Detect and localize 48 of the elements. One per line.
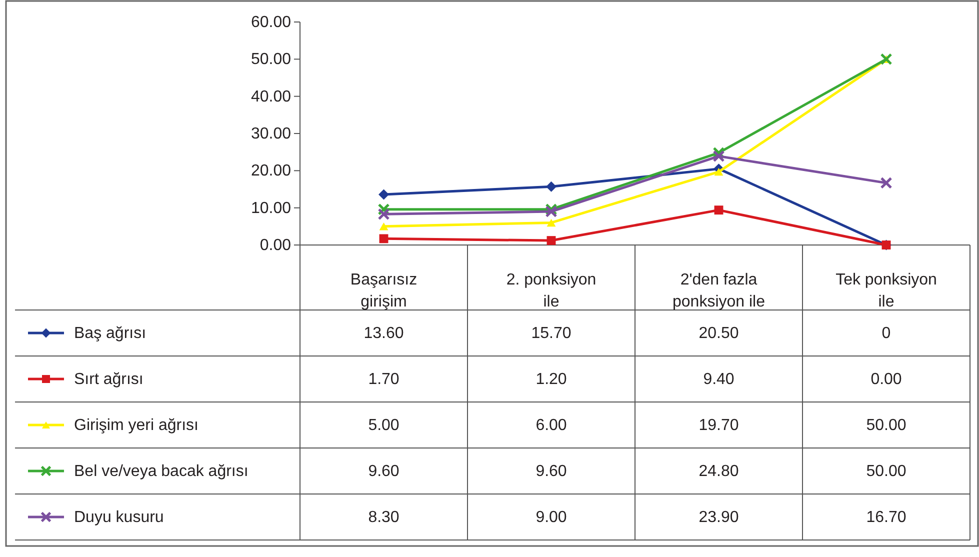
data-label: 0 bbox=[882, 325, 891, 342]
data-label: 23.90 bbox=[698, 509, 739, 526]
y-tick-label: 50.00 bbox=[250, 51, 292, 68]
y-tick-label: 20.00 bbox=[250, 162, 292, 180]
legend-label: Bel ve/veya bacak ağrısı bbox=[74, 463, 248, 480]
data-label: 15.70 bbox=[531, 325, 572, 342]
y-tick-label: 30.00 bbox=[250, 126, 292, 142]
legend-label: Duyu kusuru bbox=[74, 509, 164, 526]
data-label: 0.00 bbox=[870, 371, 902, 388]
x-tick-label: 2. ponksiyon ile bbox=[506, 272, 596, 310]
point bbox=[545, 206, 558, 218]
point bbox=[714, 168, 724, 176]
point bbox=[546, 218, 556, 227]
legend-label: Girişim yeri ağrısı bbox=[74, 417, 198, 434]
y-tick-label: 10.00 bbox=[250, 200, 292, 217]
data-label: 24.80 bbox=[698, 463, 739, 480]
data-label: 50.00 bbox=[866, 417, 906, 434]
point bbox=[712, 150, 725, 162]
x-tick-label: 2'den fazla ponksiyon ile bbox=[672, 272, 766, 310]
data-label: 9.40 bbox=[703, 371, 734, 388]
data-label: 8.30 bbox=[368, 509, 400, 526]
legend-label: Sırt ağrısı bbox=[74, 371, 144, 388]
point bbox=[546, 181, 556, 192]
point bbox=[714, 206, 724, 215]
data-label: 20.50 bbox=[698, 325, 739, 342]
y-tick-label: 60.00 bbox=[250, 14, 292, 31]
point bbox=[379, 222, 388, 230]
data-label: 50.00 bbox=[866, 463, 906, 480]
x-tick-label: Tek ponksiyon ile bbox=[836, 272, 937, 310]
point bbox=[546, 236, 556, 246]
data-label: 6.00 bbox=[536, 417, 567, 434]
data-label: 1.20 bbox=[536, 371, 567, 388]
data-label: 1.70 bbox=[368, 371, 400, 388]
point bbox=[378, 189, 389, 200]
y-tick-label: 0.00 bbox=[260, 237, 292, 254]
data-label: 19.70 bbox=[698, 417, 739, 434]
point bbox=[880, 176, 892, 189]
data-label: 5.00 bbox=[368, 417, 400, 434]
legend-label: Baş ağrısı bbox=[74, 325, 146, 342]
data-label: 9.00 bbox=[536, 509, 567, 526]
data-label: 13.60 bbox=[364, 325, 404, 342]
x-tick-label: Başarısız girişim bbox=[350, 272, 418, 310]
point bbox=[378, 208, 390, 220]
y-tick-label: 40.00 bbox=[250, 88, 292, 106]
data-label: 9.60 bbox=[536, 463, 567, 480]
point bbox=[379, 234, 388, 244]
data-label: 9.60 bbox=[368, 463, 400, 480]
data-label: 16.70 bbox=[866, 509, 906, 526]
